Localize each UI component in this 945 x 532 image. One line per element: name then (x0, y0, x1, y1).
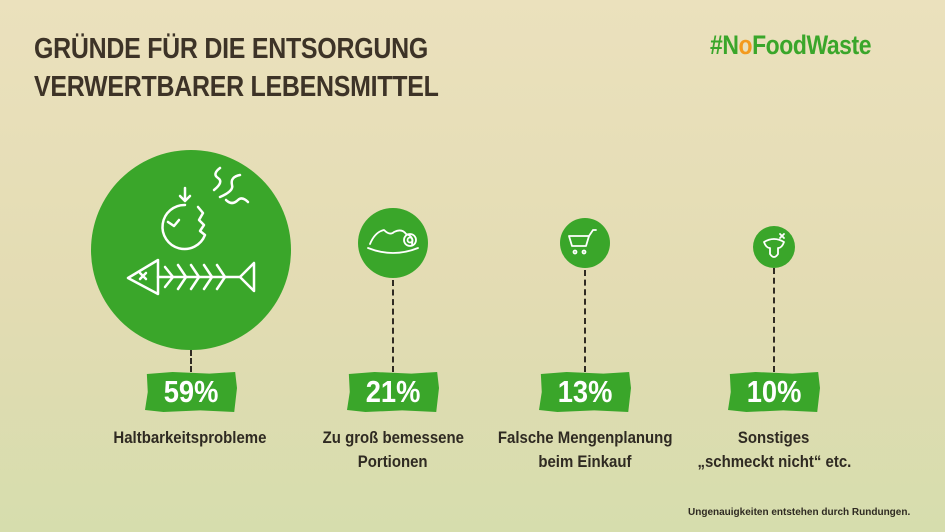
category-label-3: Falsche Mengenplanung beim Einkauf (497, 428, 673, 471)
bubble-sonstiges (753, 226, 795, 268)
bubble-mengenplanung (560, 218, 610, 268)
connector-4 (773, 268, 775, 372)
connector-1 (190, 350, 192, 372)
connector-2 (392, 280, 394, 372)
rotten-apple-icon (161, 186, 207, 251)
value-badge-1: 59% (145, 372, 237, 412)
footnote: Ungenauigkeiten entstehen durch Rundunge… (688, 507, 911, 518)
connector-3 (584, 270, 586, 372)
food-plate-icon (367, 229, 419, 254)
value-badge-4: 10% (728, 372, 820, 412)
tongue-icon (763, 233, 785, 258)
category-label-4: Sonstiges „schmeckt nicht“ etc. (697, 428, 851, 471)
page-title: GRÜNDE FÜR DIE ENTSORGUNG VERWERTBARER L… (34, 30, 439, 106)
category-label-2: Zu groß bemessene Portionen (322, 428, 464, 471)
title-line-2: VERWERTBARER LEBENSMITTEL (34, 71, 439, 103)
shopping-cart-icon (568, 229, 597, 255)
fishbone-icon (126, 258, 256, 296)
title-line-1: GRÜNDE FÜR DIE ENTSORGUNG (34, 33, 429, 65)
smell-lines-icon (212, 166, 250, 205)
value-badge-2: 21% (347, 372, 439, 412)
category-label-1: Haltbarkeitsprobleme (113, 428, 267, 447)
nofoodwaste-logo: #NoFoodWaste (710, 30, 872, 60)
value-badge-3: 13% (539, 372, 631, 412)
bubble-haltbarkeit (91, 150, 291, 350)
